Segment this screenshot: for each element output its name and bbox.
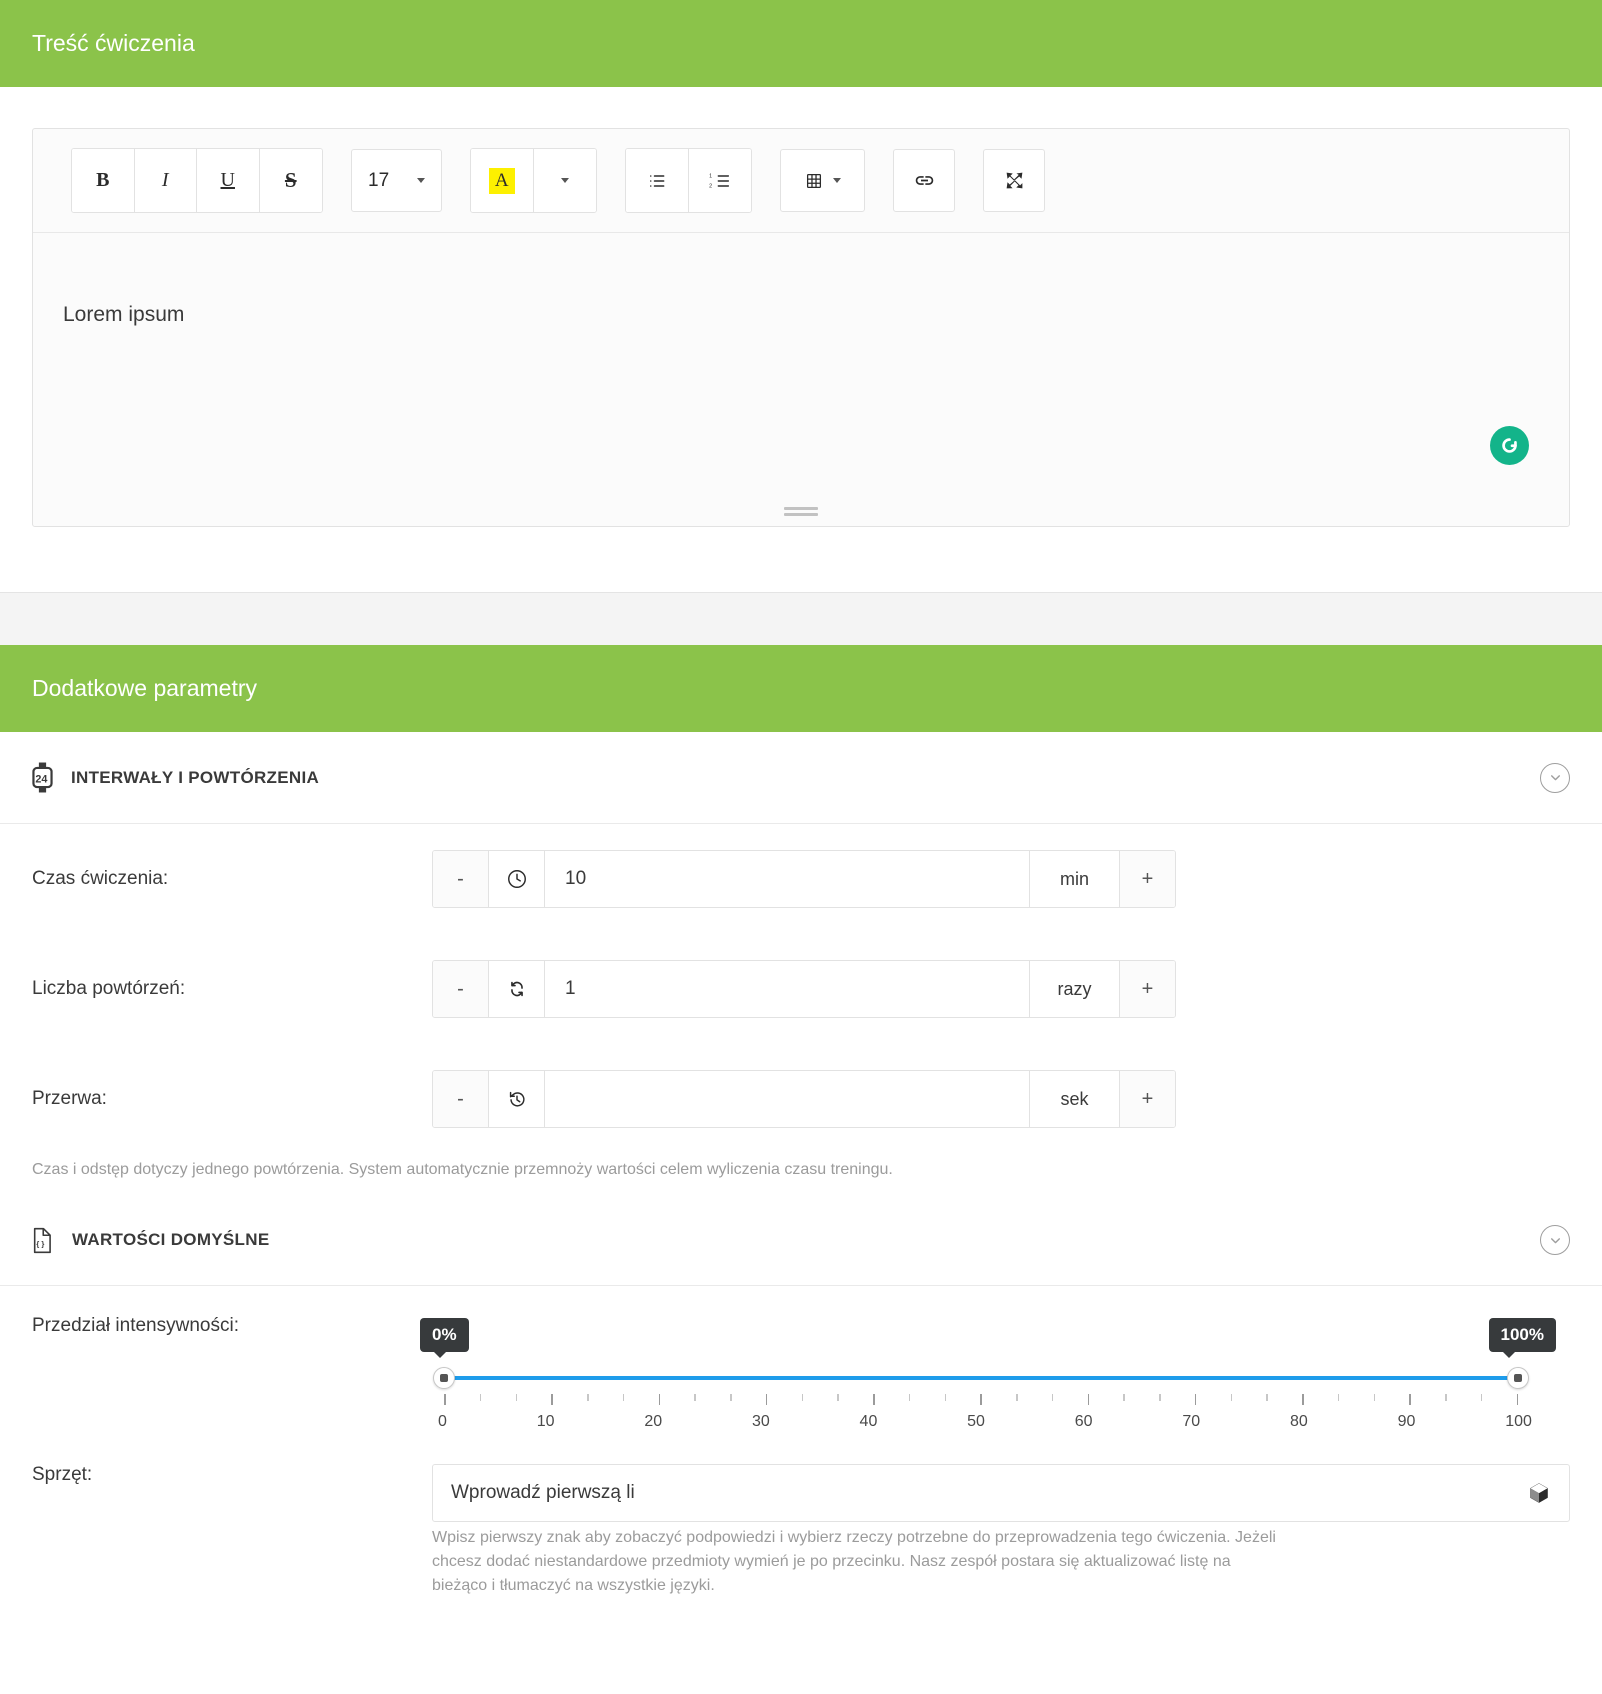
svg-text:1: 1 (709, 173, 712, 179)
svg-text:{ }: { } (36, 1239, 44, 1248)
svg-text:24: 24 (35, 773, 47, 785)
svg-text:2: 2 (709, 183, 712, 189)
